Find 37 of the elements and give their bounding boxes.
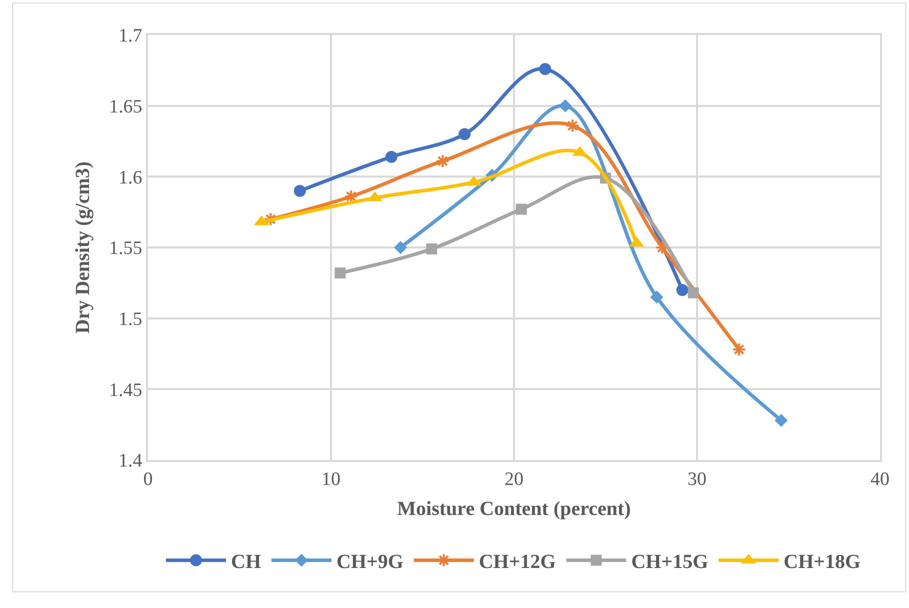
- point: [650, 290, 664, 304]
- point: [458, 128, 471, 140]
- legend-label: CH+9G: [336, 551, 404, 574]
- point: [334, 268, 346, 278]
- x-axis-title: Moisture Content (percent): [397, 498, 631, 520]
- x-tick-label: 0: [143, 468, 153, 490]
- x-tick-label: 30: [688, 468, 706, 490]
- point: [774, 414, 788, 427]
- y-tick-label: 1.45: [108, 380, 142, 401]
- y-tick-label: 1.55: [108, 238, 142, 260]
- y-tick-label: 1.65: [108, 96, 142, 118]
- y-tick-label: 1.6: [118, 167, 142, 188]
- point: [426, 243, 438, 254]
- legend-label: CH: [231, 551, 262, 574]
- point: [676, 284, 688, 296]
- point: [294, 184, 306, 197]
- point: [688, 287, 699, 298]
- legend-label: CH+12G: [478, 551, 556, 574]
- point: [655, 240, 670, 254]
- legend-label: CH+18G: [784, 551, 862, 574]
- point: [732, 342, 746, 356]
- x-tick-label: 20: [504, 468, 524, 490]
- y-tick-label: 1.5: [118, 308, 142, 330]
- point: [436, 154, 450, 168]
- point: [385, 150, 398, 163]
- y-axis-title: Dry Density (g/cm3): [72, 161, 94, 334]
- x-tick-label: 10: [322, 468, 340, 490]
- y-tick-label: 1.4: [118, 450, 143, 472]
- point: [558, 99, 572, 112]
- y-tick-label: 1.7: [118, 26, 142, 47]
- point: [394, 241, 408, 254]
- point: [539, 63, 552, 75]
- point: [344, 190, 358, 204]
- legend-label: CH+15G: [631, 551, 709, 574]
- point: [566, 118, 580, 133]
- point: [516, 204, 527, 215]
- x-tick-label: 40: [870, 468, 890, 490]
